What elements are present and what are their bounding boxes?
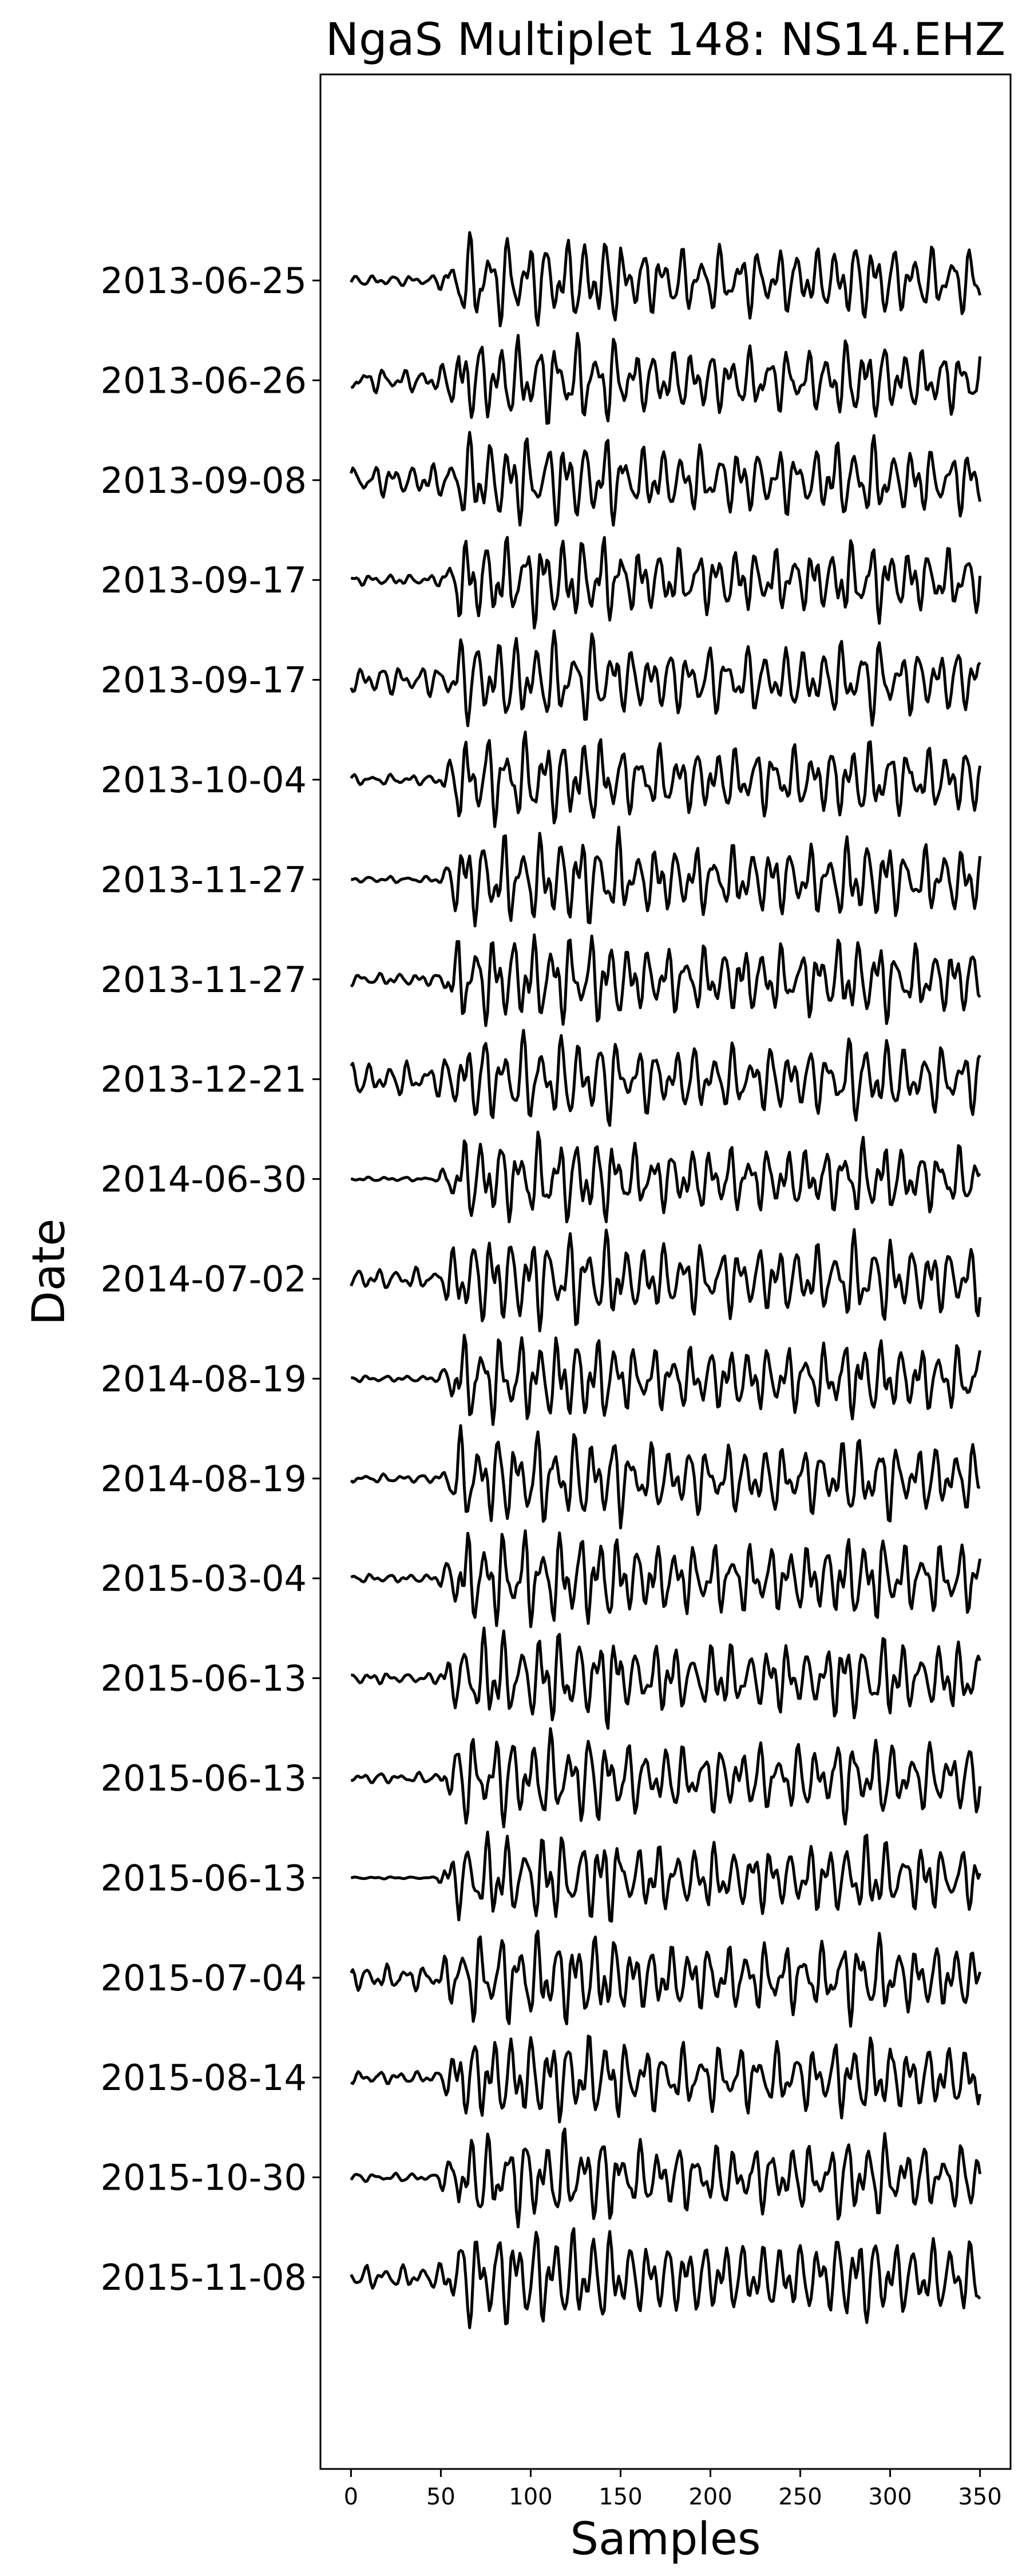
- plot-area-frame: [319, 73, 1012, 2470]
- waveform-trace: [351, 1626, 981, 1730]
- waveform-trace: [350, 730, 982, 828]
- y-tick-label: 2015-03-04: [101, 1558, 307, 1599]
- waveform-trace: [350, 2034, 982, 2124]
- trace-group: [350, 231, 982, 2329]
- x-axis: 0 50 100 150 200 250 300 350: [344, 2469, 1002, 2510]
- x-axis-label: Samples: [570, 2514, 760, 2565]
- x-tick-label: 0: [344, 2484, 358, 2510]
- x-tick-label: 50: [426, 2484, 455, 2510]
- y-tick-label: 2014-06-30: [101, 1159, 307, 1200]
- waveform-trace: [350, 231, 982, 327]
- y-tick-label: 2014-08-19: [101, 1458, 307, 1500]
- y-tick-label: 2014-08-19: [101, 1358, 307, 1400]
- y-tick-label: 2015-08-14: [101, 2057, 307, 2099]
- waveform-trace: [350, 1930, 982, 2028]
- y-tick-label: 2014-07-02: [101, 1258, 307, 1300]
- waveform-trace: [350, 2127, 982, 2229]
- y-tick-label: 2013-09-17: [101, 659, 307, 701]
- waveform-trace: [350, 629, 981, 728]
- x-tick-label: 100: [509, 2484, 552, 2510]
- y-tick-label: 2013-06-25: [101, 260, 307, 302]
- waveform-trace: [350, 1830, 981, 1923]
- y-tick-label: 2015-06-13: [101, 1658, 307, 1700]
- x-tick-label: 200: [688, 2484, 732, 2510]
- y-tick-label: 2013-12-21: [101, 1058, 307, 1100]
- x-tick-label: 250: [778, 2484, 822, 2510]
- waveform-trace: [350, 1529, 982, 1629]
- x-tick-label: 350: [958, 2484, 1001, 2510]
- waveform-trace: [350, 2227, 981, 2329]
- y-tick-label: 2013-09-08: [101, 460, 307, 501]
- waveform-trace: [350, 933, 981, 1028]
- waveform-trace: [350, 1131, 981, 1223]
- x-tick-label: 300: [868, 2484, 912, 2510]
- y-tick-label: 2015-07-04: [101, 1957, 307, 1999]
- y-tick-label: 2013-09-17: [101, 559, 307, 601]
- x-tick-label: 150: [599, 2484, 642, 2510]
- waveform-trace: [350, 1029, 981, 1127]
- waveform-trace: [350, 1228, 982, 1333]
- y-tick-label: 2015-10-30: [101, 2157, 307, 2199]
- chart-title: NgaS Multiplet 148: NS14.EHZ: [326, 14, 1005, 66]
- waveform-trace: [351, 825, 982, 928]
- waveform-trace: [350, 1424, 981, 1530]
- y-tick-label: 2013-11-27: [101, 959, 307, 1001]
- waveform-trace: [350, 430, 982, 527]
- waveform-trace: [350, 536, 982, 630]
- y-tick-label: 2015-11-08: [101, 2257, 307, 2298]
- y-axis-label: Date: [23, 1219, 75, 1325]
- waveform-trace: [351, 1727, 982, 1828]
- y-tick-label: 2013-06-26: [101, 359, 307, 401]
- waveform-trace: [351, 1333, 982, 1426]
- y-axis: 2013-06-25 2013-06-26 2013-09-08 2013-09-17…: [101, 260, 320, 2298]
- y-tick-label: 2013-11-27: [101, 859, 307, 900]
- y-tick-label: 2013-10-04: [101, 759, 307, 801]
- waveform-trace: [350, 331, 982, 425]
- y-tick-label: 2015-06-13: [101, 1757, 307, 1799]
- y-tick-label: 2015-06-13: [101, 1857, 307, 1899]
